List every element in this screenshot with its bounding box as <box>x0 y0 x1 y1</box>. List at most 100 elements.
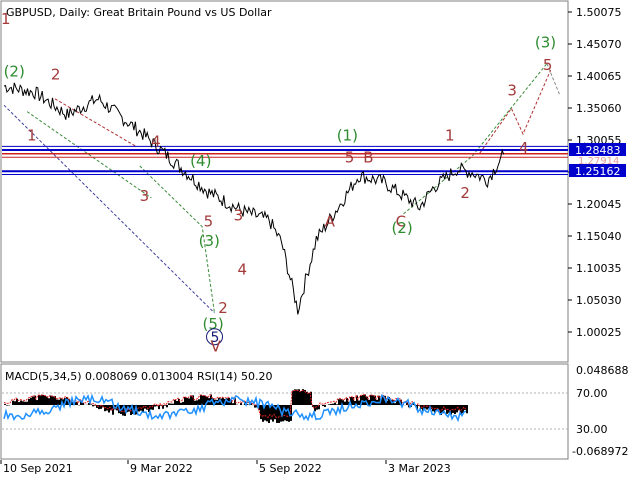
macd-signal-line <box>3 389 467 419</box>
macd-bar <box>58 399 60 405</box>
macd-bar <box>62 399 64 405</box>
macd-bar <box>38 395 40 405</box>
macd-bar <box>34 395 36 405</box>
price-badge-1 <box>569 143 626 156</box>
macd-bar <box>80 400 82 405</box>
wave-label: 1 <box>27 126 37 144</box>
macd-bar <box>200 394 202 405</box>
macd-bar <box>4 404 6 405</box>
wave-label: (2) <box>391 219 412 237</box>
macd-bar <box>32 396 34 405</box>
macd-bar <box>16 398 18 405</box>
macd-bar <box>386 400 388 405</box>
macd-bar <box>462 405 464 414</box>
macd-bar <box>330 403 332 405</box>
macd-bar <box>50 395 52 405</box>
macd-bar <box>92 405 94 407</box>
macd-bar <box>430 405 432 410</box>
macd-bar <box>352 397 354 405</box>
macd-bar <box>450 405 452 415</box>
timeframe-text: Daily <box>59 6 87 19</box>
macd-bar <box>82 403 84 405</box>
wave-label: V <box>211 337 222 355</box>
macd-histogram <box>4 389 468 423</box>
macd-bar <box>342 400 344 405</box>
indicator-label: MACD(5,34,5) 0.008069 0.013004 RSI(14) 5… <box>5 370 272 383</box>
macd-bar <box>22 401 24 405</box>
macd-bar <box>162 405 164 409</box>
macd-bar <box>270 405 272 420</box>
macd-bar <box>314 405 316 412</box>
wave-label: (1) <box>337 126 358 144</box>
macd-bar <box>302 389 304 405</box>
macd-bar <box>362 395 364 405</box>
macd-bar <box>20 400 22 405</box>
macd-bar <box>172 403 174 405</box>
macd-bar <box>148 405 150 413</box>
wave-label: (3) <box>199 232 220 250</box>
wave-label: 2 <box>51 66 61 84</box>
macd-bar <box>96 405 98 408</box>
wave-label: 5 <box>543 56 553 74</box>
wave-label: 3 <box>140 187 150 205</box>
macd-bar <box>106 405 108 411</box>
macd-bar <box>304 389 306 405</box>
macd-bar <box>206 396 208 405</box>
macd-bar <box>336 404 338 405</box>
wave-dashed-line <box>479 69 552 154</box>
macd-bar <box>318 405 320 410</box>
macd-bar <box>182 401 184 405</box>
macd-bar <box>100 405 102 409</box>
macd-bar <box>188 398 190 405</box>
time-label-3: 5 Sep 2022 <box>259 462 322 475</box>
macd-bar <box>202 395 204 405</box>
wave-label: 5 <box>204 213 214 231</box>
price-line <box>3 82 505 315</box>
macd-bar <box>332 403 334 405</box>
macd-bar <box>366 396 368 405</box>
macd-bar <box>398 400 400 405</box>
wave-label: 4 <box>238 261 248 279</box>
macd-bar <box>30 397 32 405</box>
macd-bar <box>360 395 362 405</box>
macd-bar <box>268 405 270 423</box>
wave-label: 4 <box>519 139 529 157</box>
macd-bar <box>254 405 256 408</box>
wave-dashed-line <box>139 165 215 314</box>
macd-bar <box>170 403 172 405</box>
wave-label: (2) <box>4 62 25 80</box>
macd-bar <box>94 405 96 406</box>
corner-wave-label: 1 <box>1 10 11 28</box>
time-label-2: 9 Mar 2022 <box>130 462 193 475</box>
macd-bar <box>298 389 300 405</box>
macd-bar <box>46 396 48 405</box>
macd-bar <box>98 405 100 410</box>
macd-bar <box>258 405 260 411</box>
macd-bar <box>28 398 30 405</box>
wave-label: (5) <box>203 315 224 333</box>
macd-bar <box>278 405 280 423</box>
wave-dashed-line <box>26 111 152 199</box>
wave-dashed-line <box>54 98 137 148</box>
macd-bar <box>378 395 380 405</box>
macd-bar <box>192 395 194 405</box>
wave-dashed-line <box>546 63 561 96</box>
macd-bar <box>246 404 248 405</box>
wave-label: 2 <box>460 184 470 202</box>
price-tick-label: 1.50075 <box>576 6 622 19</box>
macd-bar <box>444 405 446 410</box>
macd-bar <box>6 405 8 406</box>
macd-bar <box>416 405 418 410</box>
macd-bar <box>160 405 162 406</box>
wave-label: 5 <box>345 149 355 167</box>
macd-bar <box>24 401 26 405</box>
macd-bar <box>372 395 374 405</box>
macd-bar <box>274 405 276 420</box>
macd-bar <box>284 405 286 421</box>
macd-bar <box>154 405 156 407</box>
indicator-tick-bottom: -0.068972 <box>572 445 628 458</box>
main-chart-frame[interactable] <box>0 0 569 363</box>
macd-bar <box>350 397 352 405</box>
macd-bar <box>422 405 424 411</box>
